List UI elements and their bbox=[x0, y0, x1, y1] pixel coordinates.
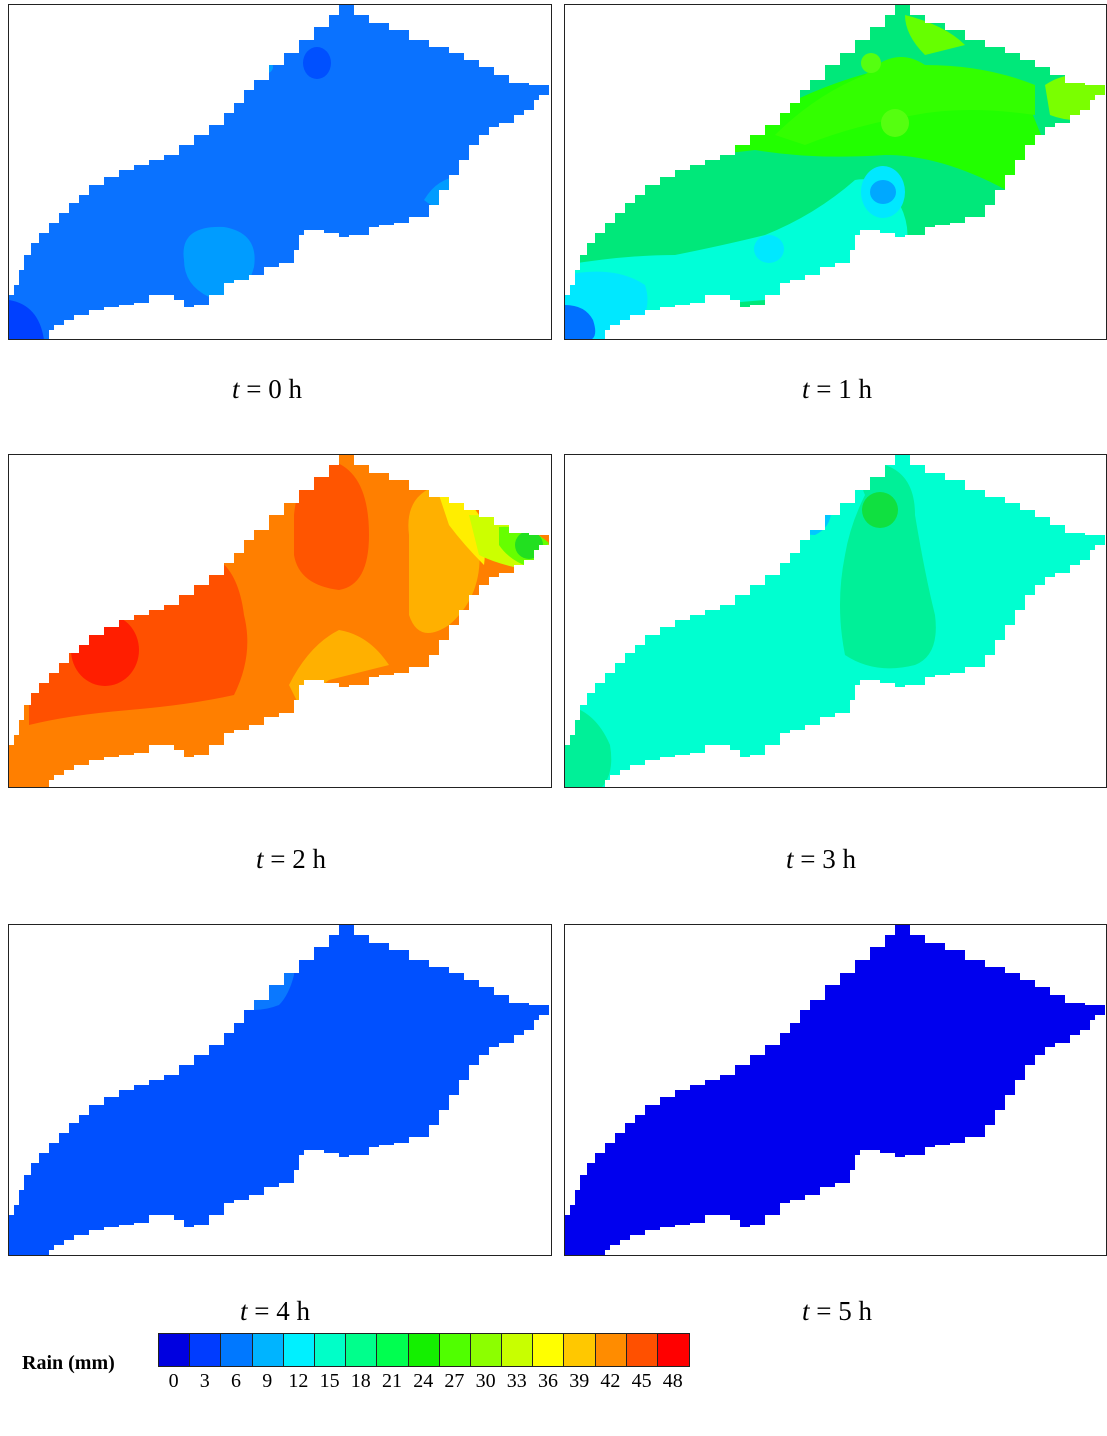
legend-swatch bbox=[564, 1334, 596, 1366]
legend-swatch bbox=[595, 1334, 627, 1366]
map-panel-t1 bbox=[564, 4, 1107, 340]
legend-tick-label: 33 bbox=[506, 1370, 527, 1392]
legend-swatch bbox=[408, 1334, 440, 1366]
legend-swatch bbox=[346, 1334, 378, 1366]
rain-map-t5 bbox=[565, 925, 1105, 1255]
caption-t0: t = 0 h bbox=[232, 374, 302, 404]
legend-tick-label: 3 bbox=[199, 1370, 210, 1392]
map-panel-t5 bbox=[564, 924, 1107, 1256]
legend-tick-label: 36 bbox=[538, 1370, 558, 1392]
legend-swatch bbox=[658, 1334, 690, 1366]
caption-t4: t = 4 h bbox=[240, 1296, 310, 1326]
map-panel-t0 bbox=[8, 4, 552, 340]
legend-swatch bbox=[439, 1334, 471, 1366]
basin-shape bbox=[565, 925, 1105, 1255]
legend-swatch bbox=[626, 1334, 658, 1366]
rain-map-t3 bbox=[565, 455, 1105, 787]
legend-ticks: 0 3 6 9 12 15 18 21 24 27 30 33 36 39 42 45 48 bbox=[158, 1370, 688, 1396]
rain-map-t2 bbox=[9, 455, 549, 787]
legend-swatch bbox=[159, 1334, 191, 1366]
caption-t5: t = 5 h bbox=[802, 1296, 872, 1326]
legend-tick-label: 12 bbox=[288, 1370, 309, 1392]
legend-tick-label: 0 bbox=[168, 1370, 179, 1392]
caption-t2: t = 2 h bbox=[256, 844, 326, 874]
legend-swatch bbox=[502, 1334, 534, 1366]
caption-t1: t = 1 h bbox=[802, 374, 872, 404]
legend-tick-label: 27 bbox=[444, 1370, 465, 1392]
legend-tick-label: 48 bbox=[662, 1370, 683, 1392]
legend-swatch bbox=[283, 1334, 315, 1366]
legend-tick-label: 18 bbox=[350, 1370, 371, 1392]
legend-swatch bbox=[314, 1334, 347, 1366]
legend-swatch bbox=[190, 1334, 222, 1366]
rain-map-t0 bbox=[9, 5, 549, 339]
legend-swatch bbox=[470, 1334, 503, 1366]
basin-shape bbox=[9, 5, 549, 339]
rain-map-t4 bbox=[9, 925, 549, 1255]
rain-map-t1 bbox=[565, 5, 1105, 339]
legend-swatch bbox=[377, 1334, 409, 1366]
map-panel-t2 bbox=[8, 454, 552, 788]
legend-tick-label: 45 bbox=[631, 1370, 652, 1392]
legend-tick-label: 42 bbox=[600, 1370, 621, 1392]
legend-colorbar bbox=[158, 1333, 691, 1367]
legend-swatch bbox=[533, 1334, 565, 1366]
caption-t3: t = 3 h bbox=[786, 844, 856, 874]
map-panel-t4 bbox=[8, 924, 552, 1256]
legend-swatch bbox=[221, 1334, 253, 1366]
legend-tick-label: 15 bbox=[319, 1370, 340, 1392]
legend-title: Rain (mm) bbox=[22, 1352, 115, 1374]
basin-shape bbox=[565, 455, 1105, 787]
basin-shape bbox=[9, 925, 549, 1255]
legend-tick-label: 6 bbox=[231, 1370, 241, 1392]
legend-tick-label: 24 bbox=[413, 1370, 434, 1392]
legend-swatch bbox=[252, 1334, 284, 1366]
legend-tick-label: 21 bbox=[382, 1370, 402, 1392]
basin-shape bbox=[9, 455, 549, 787]
legend-tick-label: 9 bbox=[262, 1370, 273, 1392]
map-panel-t3 bbox=[564, 454, 1107, 788]
legend-tick-label: 30 bbox=[475, 1370, 496, 1392]
legend-tick-label: 39 bbox=[569, 1370, 590, 1392]
